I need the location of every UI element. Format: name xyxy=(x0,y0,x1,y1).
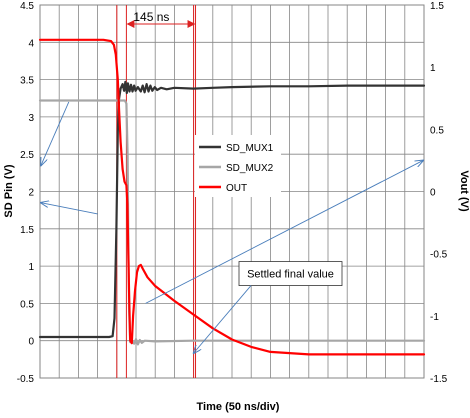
annotation-box xyxy=(238,261,343,286)
y-tick-label-left: -0.5 xyxy=(17,374,35,385)
legend-label: SD_MUX1 xyxy=(226,143,274,154)
y-tick-label-left: 4.5 xyxy=(20,1,34,12)
y-tick-label-left: 3.5 xyxy=(20,76,34,87)
y-tick-label-right: 0 xyxy=(430,188,436,199)
legend-label: OUT xyxy=(226,183,247,194)
plot-frame xyxy=(39,4,425,379)
callout-arrows xyxy=(41,101,423,304)
y-tick-label-right: 0.5 xyxy=(430,125,444,136)
y-tick-label-right: 1.5 xyxy=(430,1,444,12)
callout-arrow xyxy=(145,160,423,304)
plot-border xyxy=(39,4,425,379)
legend-label: SD_MUX2 xyxy=(226,163,274,174)
span-label: 145 ns xyxy=(133,10,169,24)
y-tick-label-left: 4 xyxy=(28,38,34,49)
y-tick-label-right: 1 xyxy=(430,63,436,74)
y-axis-left-label: SD Pin (V) xyxy=(3,164,15,218)
callout-arrow xyxy=(41,101,70,165)
y-tick-label-right: -1 xyxy=(430,312,439,323)
annotation-text: Settled final value xyxy=(247,269,334,281)
annotation-arrow xyxy=(194,285,252,354)
legend: SD_MUX1 SD_MUX2 OUT xyxy=(195,135,281,197)
series-line-sd-mux2 xyxy=(38,99,426,346)
y-tick-label-left: 1 xyxy=(28,262,34,273)
y-tick-label-left: 3 xyxy=(28,113,34,124)
y-tick-label-left: 0.5 xyxy=(20,299,34,310)
y-tick-label-left: 0 xyxy=(28,337,34,348)
series-group xyxy=(38,38,426,356)
y-axis-left-ticks: -0.5 0 0.5 1 1.5 2 2.5 3 3.5 4 4.5 xyxy=(17,1,35,385)
x-axis-label: Time (50 ns/div) xyxy=(197,401,280,413)
y-tick-label-right: -0.5 xyxy=(430,250,448,261)
series-line-out xyxy=(38,38,426,356)
y-tick-label-left: 1.5 xyxy=(20,225,34,236)
y-tick-label-left: 2 xyxy=(28,188,34,199)
y-tick-label-right: -1.5 xyxy=(430,374,448,385)
annotation-group: Settled final value xyxy=(194,261,343,354)
callout-arrow xyxy=(41,203,98,215)
y-axis-right-ticks: -1.5 -1 -0.5 0 0.5 1 1.5 xyxy=(430,1,448,385)
y-tick-label-left: 2.5 xyxy=(20,150,34,161)
y-axis-right-label: Vout (V) xyxy=(458,170,470,212)
